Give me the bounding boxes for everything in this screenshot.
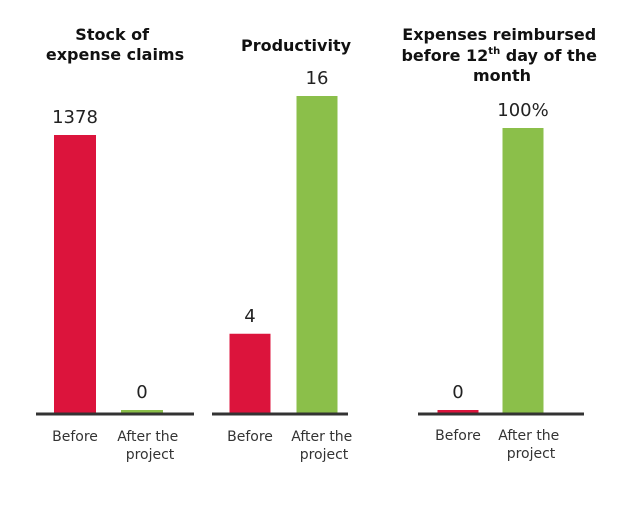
stock-category-after: After the project: [117, 429, 183, 463]
productivity-category-after-line-2: project: [300, 447, 349, 463]
reimbursed-title-superscript: th: [488, 46, 500, 57]
reimbursed-title-line-2: before 12th day of the: [401, 46, 597, 65]
reimbursed-value-label-before: 0: [452, 382, 463, 403]
reimbursed-category-before: Before: [435, 428, 481, 444]
stock-title: Stock of expense claims: [46, 25, 184, 64]
reimbursed-bars: 0 100%: [437, 100, 549, 413]
productivity-category-after: After the project: [291, 429, 357, 463]
productivity-category-before: Before: [227, 429, 273, 445]
reimbursed-category-after: After the project: [498, 428, 564, 462]
stock-panel: Stock of expense claims 1378 0 Before Aft…: [36, 25, 194, 463]
reimbursed-title-line-1: Expenses reimbursed: [402, 25, 596, 44]
stock-bar-after: [121, 410, 163, 413]
reimbursed-category-after-line-2: project: [507, 446, 556, 462]
reimbursed-panel: Expenses reimbursed before 12th day of t…: [401, 25, 602, 462]
stock-title-line-1: Stock of: [75, 25, 150, 44]
productivity-title: Productivity: [241, 36, 352, 55]
reimbursed-title-line-2-prefix: before 12: [401, 46, 488, 65]
stock-bars: 1378 0: [52, 107, 163, 413]
stock-bar-before: [54, 135, 96, 413]
stock-value-label-after: 0: [136, 382, 147, 403]
reimbursed-category-after-line-1: After the: [498, 428, 559, 444]
productivity-bar-after: [296, 96, 338, 413]
productivity-bars: 4 16: [229, 68, 338, 413]
productivity-bar-before: [229, 333, 271, 413]
reimbursed-category-before-line: Before: [435, 428, 481, 444]
stock-value-label-before: 1378: [52, 107, 98, 128]
reimbursed-bar-before: [437, 410, 479, 413]
reimbursed-title-line-2-suffix: day of the: [500, 46, 597, 65]
productivity-value-label-after: 16: [306, 68, 329, 89]
productivity-category-after-line-1: After the: [291, 429, 352, 445]
stock-category-after-line-2: project: [126, 447, 175, 463]
reimbursed-bar-after: [502, 128, 544, 413]
stock-category-before: Before: [52, 429, 98, 445]
stock-title-line-2: expense claims: [46, 45, 184, 64]
productivity-value-label-before: 4: [244, 306, 255, 327]
stock-category-after-line-1: After the: [117, 429, 178, 445]
reimbursed-title: Expenses reimbursed before 12th day of t…: [401, 25, 602, 85]
reimbursed-title-line-3: month: [473, 66, 531, 85]
productivity-category-before-line: Before: [227, 429, 273, 445]
productivity-title-line-1: Productivity: [241, 36, 352, 55]
stock-category-before-line: Before: [52, 429, 98, 445]
reimbursed-value-label-after: 100%: [497, 100, 548, 121]
productivity-panel: Productivity 4 16 Before After the projec…: [212, 36, 357, 463]
